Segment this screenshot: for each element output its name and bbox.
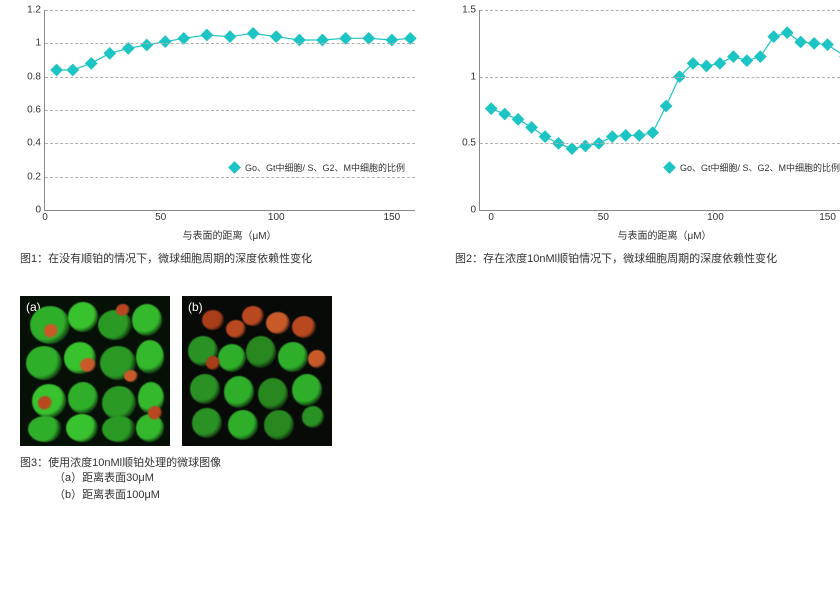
top-row: Go、Gt中细胞/ S、G2、M中细胞的比例 00.20.40.60.811.2… [20, 10, 820, 266]
micrograph-b: (b) [182, 296, 332, 446]
figure-2-caption: 图2：存在浓度10nMl顺铂情况下，微球细胞周期的深度依赖性变化 [455, 250, 840, 266]
chart-1-x-title: 与表面的距离（μM） [44, 227, 415, 242]
x-tick-label: 50 [598, 210, 609, 223]
y-tick-label: 1.5 [462, 5, 480, 16]
x-tick-label: 150 [384, 210, 401, 223]
x-tick-label: 50 [155, 210, 166, 223]
figure-3-sub-b: （b）距离表面100μM [54, 487, 820, 504]
chart-2-legend: Go、Gt中细胞/ S、G2、M中细胞的比例 [665, 161, 840, 174]
y-tick-label: 0 [470, 205, 480, 216]
y-tick-label: 0.4 [27, 138, 45, 149]
chart-2-legend-label: Go、Gt中细胞/ S、G2、M中细胞的比例 [680, 161, 840, 174]
y-tick-label: 1 [470, 71, 480, 82]
x-tick-label: 150 [819, 210, 836, 223]
chart-2-plot-area: Go、Gt中细胞/ S、G2、M中细胞的比例 00.511.5050100150 [479, 10, 840, 211]
chart-1-plot-area: Go、Gt中细胞/ S、G2、M中细胞的比例 00.20.40.60.811.2… [44, 10, 415, 211]
x-tick-label: 100 [268, 210, 285, 223]
y-tick-label: 1 [35, 38, 45, 49]
y-tick-label: 0.2 [27, 171, 45, 182]
chart-1-legend: Go、Gt中细胞/ S、G2、M中细胞的比例 [230, 161, 405, 174]
y-tick-label: 1.2 [27, 5, 45, 16]
figure-3-images: (a) (b) [20, 296, 820, 446]
figure-3-caption: 图3：使用浓度10nMl顺铂处理的微球图像 [20, 454, 820, 470]
x-tick-label: 100 [707, 210, 724, 223]
figure-2-panel: Go、Gt中细胞/ S、G2、M中细胞的比例 00.511.5050100150… [455, 10, 840, 266]
diamond-marker-icon [228, 161, 241, 174]
y-tick-label: 0.8 [27, 71, 45, 82]
figure-1-caption: 图1：在没有顺铂的情况下，微球细胞周期的深度依赖性变化 [20, 250, 415, 266]
chart-2-svg [480, 10, 840, 210]
chart-1-legend-label: Go、Gt中细胞/ S、G2、M中细胞的比例 [245, 161, 405, 174]
micrograph-a: (a) [20, 296, 170, 446]
figure-1-panel: Go、Gt中细胞/ S、G2、M中细胞的比例 00.20.40.60.811.2… [20, 10, 415, 266]
y-tick-label: 0.5 [462, 138, 480, 149]
x-tick-label: 0 [488, 210, 494, 223]
micrograph-b-label: (b) [188, 300, 203, 314]
x-tick-label: 0 [42, 210, 48, 223]
figure-3-sub-a: （a）距离表面30μM [54, 470, 820, 487]
y-tick-label: 0.6 [27, 105, 45, 116]
chart-2-x-title: 与表面的距离（μM） [479, 227, 840, 242]
diamond-marker-icon [663, 161, 676, 174]
